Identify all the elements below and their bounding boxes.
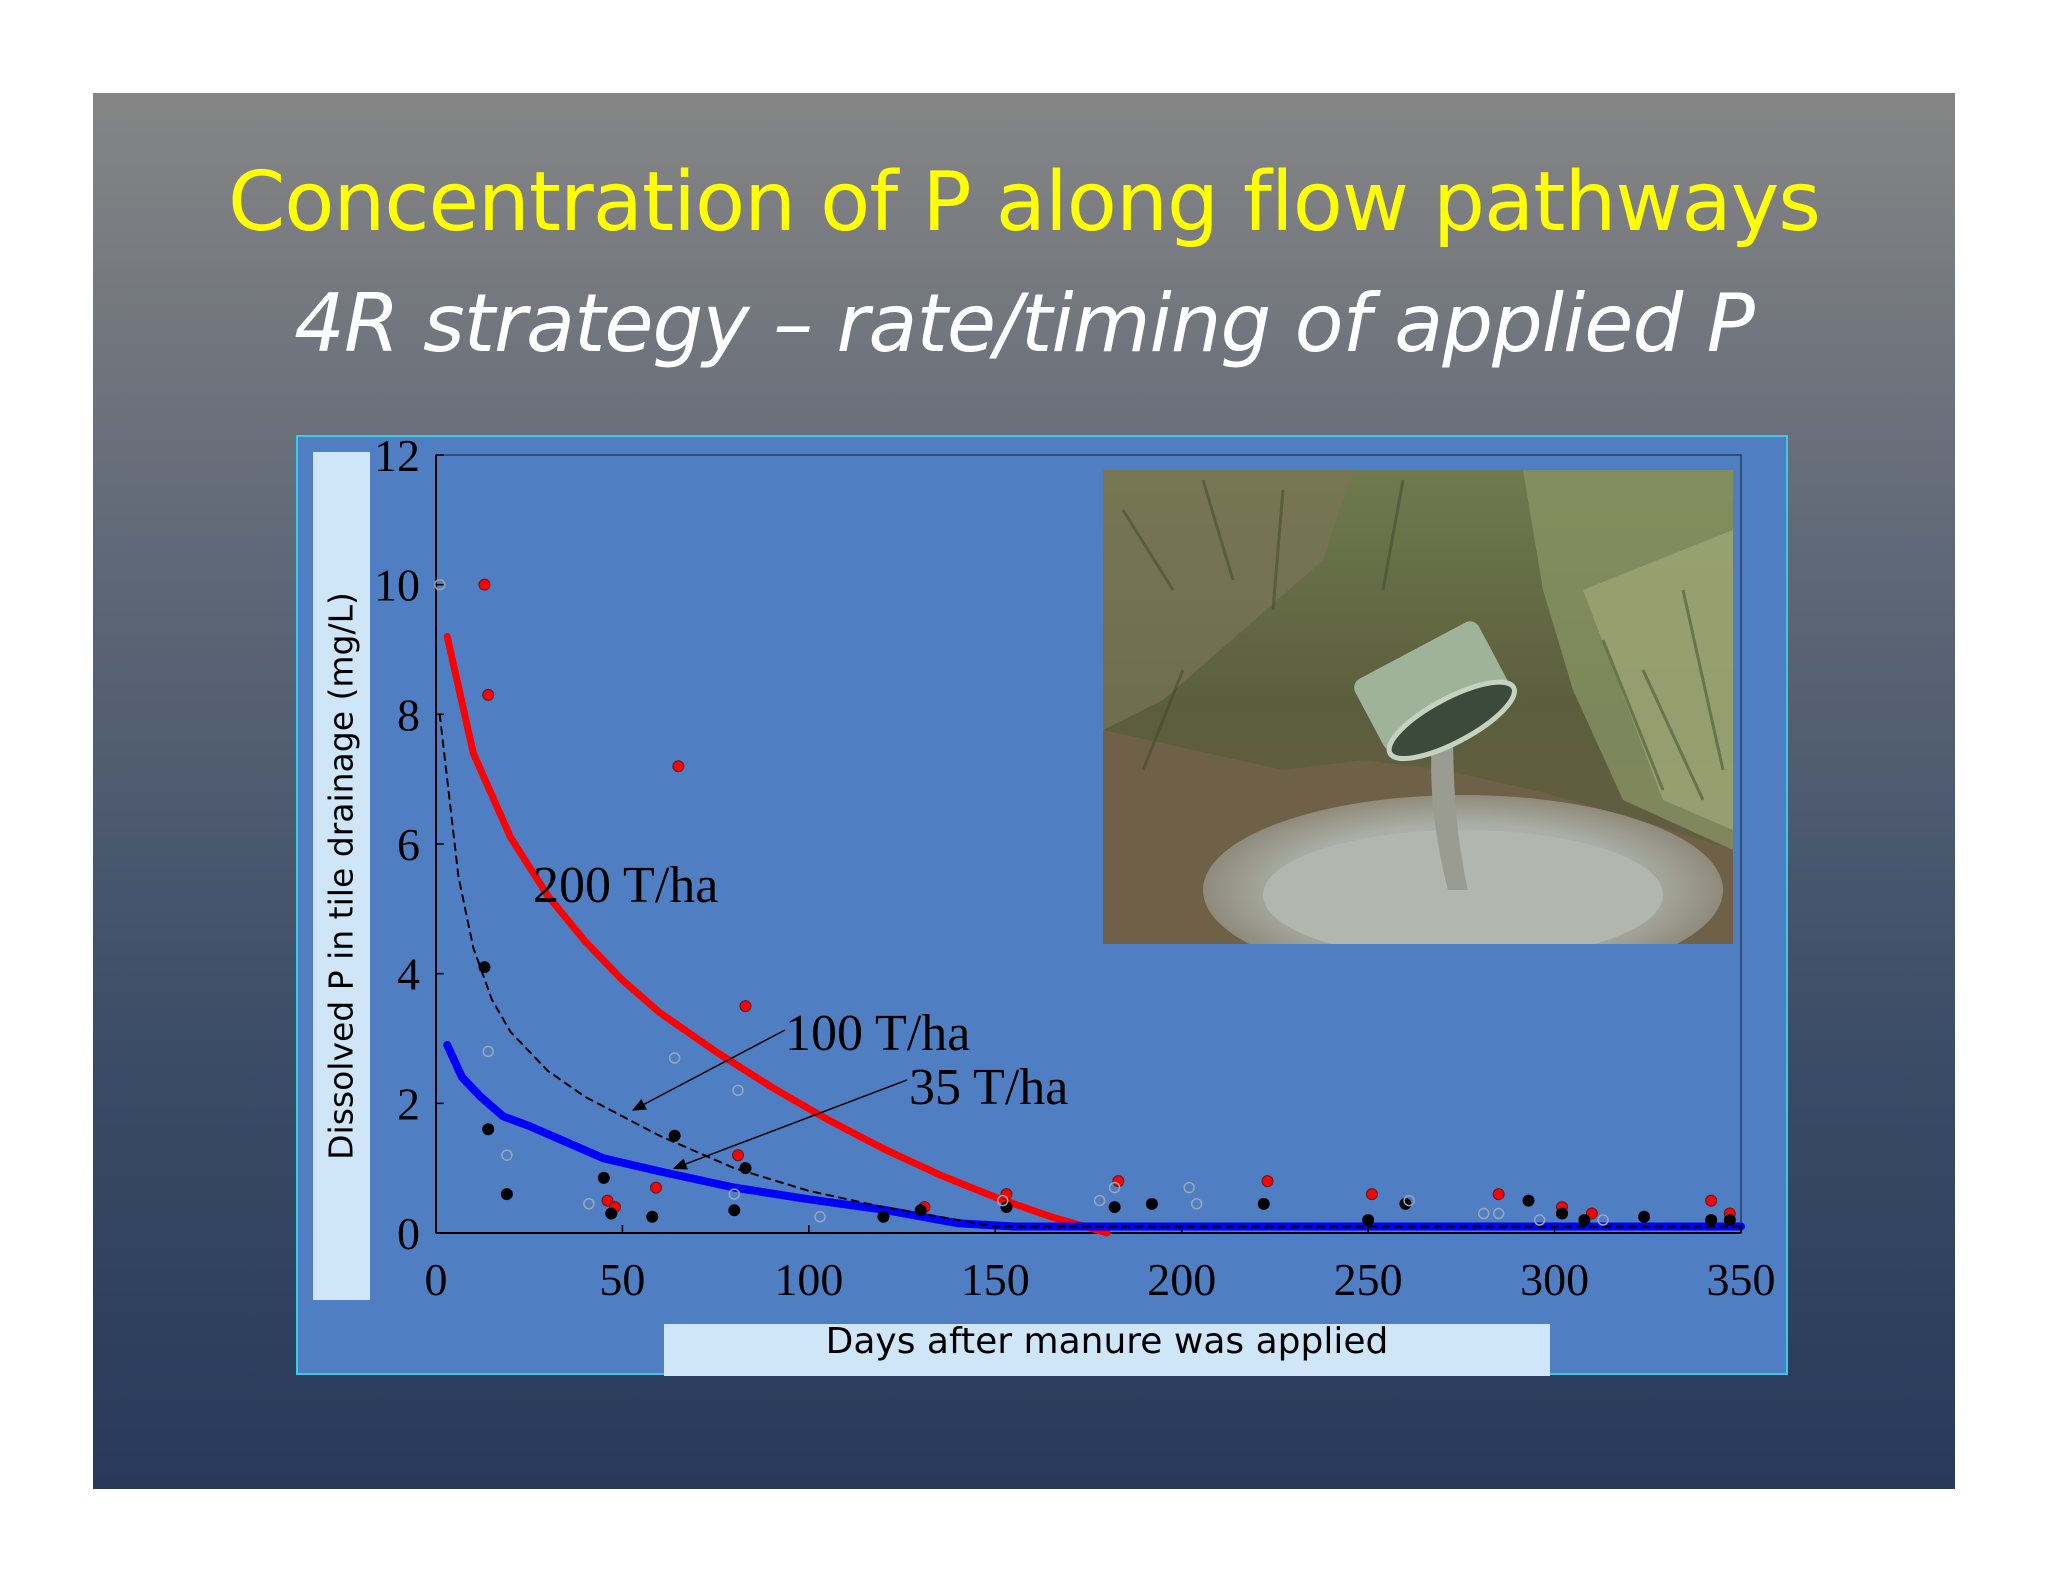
- annotation-arrow: [631, 1029, 786, 1111]
- x-tick-label: 250: [1334, 1254, 1403, 1305]
- slide-subtitle: 4R strategy – rate/timing of applied P: [294, 277, 1755, 370]
- x-axis-label: Days after manure was applied: [664, 1324, 1550, 1376]
- data-point-open: [814, 1211, 826, 1223]
- data-point-open: [1403, 1194, 1415, 1207]
- data-point-black: [1257, 1197, 1270, 1210]
- data-point-black: [500, 1188, 513, 1201]
- data-point-open: [996, 1194, 1009, 1207]
- data-point-black: [1362, 1214, 1375, 1227]
- data-point-open: [433, 578, 446, 591]
- data-point-red: [478, 578, 491, 591]
- data-point-open: [1093, 1194, 1106, 1207]
- y-axis-label-box: [313, 452, 370, 1300]
- data-point-black: [739, 1162, 752, 1175]
- data-point-red: [732, 1149, 745, 1162]
- y-tick-label: 2: [397, 1078, 420, 1129]
- y-tick-label: 6: [397, 819, 420, 870]
- data-point-black: [646, 1210, 659, 1223]
- curve-label: 35 T/ha: [909, 1059, 1068, 1116]
- data-point-black: [877, 1210, 890, 1223]
- data-point-black: [1108, 1201, 1121, 1214]
- data-point-red: [601, 1194, 614, 1207]
- data-point-red: [1705, 1194, 1718, 1207]
- data-point-black: [1556, 1207, 1569, 1220]
- data-point-black: [1578, 1214, 1591, 1227]
- y-tick-label: 4: [397, 949, 420, 1000]
- data-point-black: [1145, 1197, 1158, 1210]
- data-point-red: [1365, 1188, 1378, 1201]
- y-tick-label: 10: [374, 560, 420, 611]
- data-point-open: [1108, 1181, 1121, 1194]
- data-point-open: [1183, 1181, 1195, 1194]
- data-point-black: [482, 1123, 495, 1136]
- data-point-black: [478, 961, 491, 974]
- slide-title: Concentration of P along flow pathways: [228, 155, 1821, 250]
- citation: Klausner et al., 1976; Brookes et al., 2…: [1086, 1511, 1929, 1557]
- y-axis-label: Dissolved P in tile drainage (mg/L): [321, 592, 361, 1160]
- annotation-arrow: [672, 1079, 908, 1170]
- data-point-open: [583, 1198, 595, 1210]
- data-point-black: [1705, 1214, 1718, 1227]
- data-point-black: [668, 1129, 681, 1142]
- x-tick-label: 100: [774, 1254, 843, 1305]
- data-point-open: [1190, 1198, 1203, 1210]
- data-point-open: [732, 1084, 744, 1097]
- chart-ticks: 0 50 100 150 200 250 300 350 0 2 4 6 8 10 12: [374, 430, 1776, 1305]
- data-point-black: [1522, 1194, 1535, 1207]
- data-point-open: [1492, 1207, 1505, 1220]
- drainage-pipe-photo: [1103, 470, 1733, 944]
- data-point-black: [1000, 1201, 1013, 1214]
- data-point-black: [605, 1207, 618, 1220]
- curve-label: 100 T/ha: [785, 1005, 970, 1062]
- y-tick-label: 12: [374, 430, 420, 481]
- data-point-red: [482, 688, 495, 701]
- y-tick-label: 0: [397, 1208, 420, 1259]
- data-point-red: [739, 1000, 752, 1013]
- data-point-red: [1261, 1175, 1274, 1188]
- data-point-open: [1477, 1207, 1490, 1220]
- data-point-red: [1492, 1188, 1505, 1201]
- x-tick-label: 150: [961, 1254, 1030, 1305]
- data-point-open: [668, 1052, 681, 1064]
- data-point-black: [728, 1204, 741, 1217]
- x-tick-label: 350: [1707, 1254, 1776, 1305]
- data-point-red: [1000, 1188, 1013, 1201]
- data-point-red: [1585, 1207, 1598, 1220]
- x-tick-label: 300: [1520, 1254, 1589, 1305]
- series-line-red-curve: [443, 633, 1111, 1237]
- chart-points: [433, 578, 1736, 1227]
- x-tick-label: 200: [1147, 1254, 1216, 1305]
- data-point-open: [501, 1149, 513, 1161]
- data-point-black: [1723, 1214, 1736, 1227]
- x-tick-label: 0: [425, 1254, 448, 1305]
- data-point-red: [672, 760, 685, 773]
- data-point-open: [1597, 1214, 1609, 1226]
- data-point-black: [1638, 1210, 1651, 1223]
- data-point-open: [1533, 1214, 1546, 1226]
- data-point-red: [649, 1181, 662, 1194]
- y-tick-label: 8: [397, 689, 420, 740]
- curve-label: 200 T/ha: [533, 857, 718, 914]
- data-point-open: [728, 1188, 741, 1200]
- data-point-black: [914, 1204, 927, 1217]
- data-point-open: [482, 1045, 494, 1058]
- x-tick-label: 50: [599, 1254, 645, 1305]
- data-point-black: [597, 1171, 610, 1184]
- data-point-red: [1112, 1175, 1125, 1188]
